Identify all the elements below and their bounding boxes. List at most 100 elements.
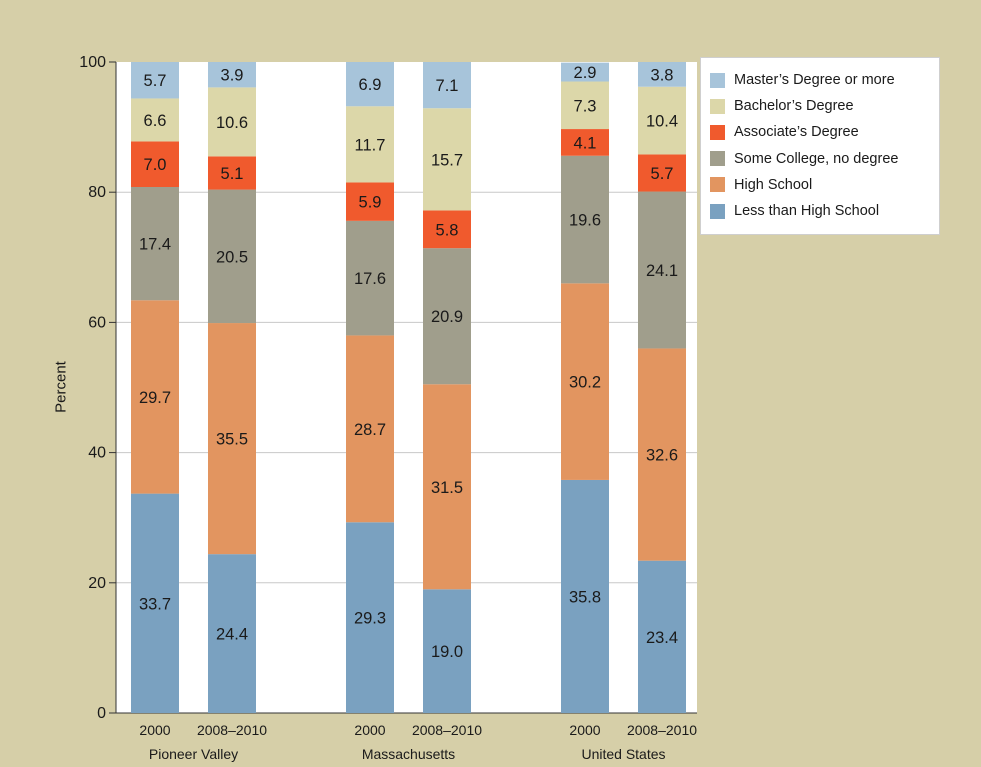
legend-swatch bbox=[710, 177, 725, 193]
bar-segment bbox=[638, 86, 686, 155]
bar-segment bbox=[208, 87, 256, 157]
bar-segment bbox=[131, 98, 179, 142]
bar-segment bbox=[208, 323, 256, 555]
bar-segment bbox=[208, 554, 256, 713]
data-label: 24.4 bbox=[216, 626, 248, 644]
data-label: 5.1 bbox=[221, 165, 244, 183]
data-label: 3.9 bbox=[221, 67, 244, 85]
y-tick-label: 60 bbox=[88, 314, 106, 331]
bar-segment bbox=[208, 189, 256, 324]
legend-label: Bachelor’s Degree bbox=[734, 98, 854, 115]
legend-label: Less than High School bbox=[734, 203, 880, 220]
bar-segment bbox=[346, 220, 394, 336]
bar-segment bbox=[131, 493, 179, 713]
bar-segment bbox=[131, 300, 179, 494]
data-label: 35.8 bbox=[569, 588, 601, 606]
legend-item: Less than High School bbox=[710, 198, 939, 224]
bar-segment bbox=[638, 62, 686, 87]
data-label: 7.3 bbox=[574, 97, 597, 115]
bar-segment bbox=[561, 155, 609, 284]
bar-segment bbox=[131, 186, 179, 301]
x-tick-label: 2000 bbox=[139, 722, 170, 738]
data-label: 17.4 bbox=[139, 236, 171, 254]
plot-area bbox=[116, 62, 697, 713]
data-label: 19.0 bbox=[431, 643, 463, 661]
data-label: 4.1 bbox=[574, 134, 597, 152]
data-label: 6.9 bbox=[359, 76, 382, 94]
legend-label: Some College, no degree bbox=[734, 150, 899, 167]
bar-segment bbox=[561, 479, 609, 713]
data-label: 28.7 bbox=[354, 421, 386, 439]
legend-item: High School bbox=[710, 172, 939, 198]
data-label: 5.9 bbox=[359, 194, 382, 212]
bar-segment bbox=[423, 248, 471, 385]
x-tick-label: 2008–2010 bbox=[627, 722, 697, 738]
data-label: 10.4 bbox=[646, 113, 678, 131]
y-tick-label: 20 bbox=[88, 575, 106, 592]
group-label: Pioneer Valley bbox=[149, 746, 238, 762]
bar-segment bbox=[638, 154, 686, 192]
data-label: 6.6 bbox=[144, 112, 167, 130]
data-label: 17.6 bbox=[354, 270, 386, 288]
data-label: 30.2 bbox=[569, 374, 601, 392]
x-tick-label: 2000 bbox=[354, 722, 385, 738]
bar-segment bbox=[423, 384, 471, 590]
bar-segment bbox=[131, 141, 179, 187]
data-label: 29.7 bbox=[139, 389, 171, 407]
bar-segment bbox=[208, 62, 256, 88]
bar-segment bbox=[423, 210, 471, 249]
data-label: 5.8 bbox=[436, 221, 459, 239]
data-label: 20.5 bbox=[216, 248, 248, 266]
bar-segment bbox=[346, 182, 394, 221]
data-label: 33.7 bbox=[139, 595, 171, 613]
data-label: 7.0 bbox=[144, 156, 167, 174]
x-tick-label: 2008–2010 bbox=[197, 722, 267, 738]
group-label: Massachusetts bbox=[362, 746, 455, 762]
legend-swatch bbox=[710, 72, 725, 88]
data-label: 20.9 bbox=[431, 308, 463, 326]
data-label: 23.4 bbox=[646, 629, 678, 647]
bar-segment bbox=[131, 62, 179, 99]
bar-segment bbox=[561, 129, 609, 156]
data-label: 5.7 bbox=[651, 165, 674, 183]
data-label: 2.9 bbox=[574, 64, 597, 82]
bar-segment bbox=[638, 348, 686, 561]
bar-segment bbox=[346, 62, 394, 107]
data-label: 11.7 bbox=[355, 136, 386, 154]
bar-segment bbox=[423, 108, 471, 211]
y-tick-label: 100 bbox=[79, 54, 106, 71]
y-tick-label: 80 bbox=[88, 184, 106, 201]
legend-swatch bbox=[710, 151, 725, 167]
data-label: 3.8 bbox=[651, 66, 674, 84]
data-label: 5.7 bbox=[144, 72, 167, 90]
data-label: 15.7 bbox=[431, 151, 463, 169]
bar-segment bbox=[561, 81, 609, 130]
data-label: 19.6 bbox=[569, 212, 601, 230]
data-label: 31.5 bbox=[431, 479, 463, 497]
legend-label: High School bbox=[734, 176, 813, 193]
legend-swatch bbox=[710, 124, 725, 140]
data-label: 29.3 bbox=[354, 610, 386, 628]
data-label: 32.6 bbox=[646, 447, 678, 465]
y-axis-label: Percent bbox=[52, 361, 70, 413]
y-tick-label: 40 bbox=[88, 445, 106, 462]
legend-item: Master’s Degree or more bbox=[710, 67, 939, 93]
legend-item: Associate’s Degree bbox=[710, 119, 939, 145]
data-label: 7.1 bbox=[436, 77, 459, 95]
data-label: 24.1 bbox=[646, 262, 678, 280]
bar-segment bbox=[346, 335, 394, 523]
bar-segment bbox=[638, 560, 686, 713]
bar-segment bbox=[208, 156, 256, 190]
legend: Master’s Degree or more Bachelor’s Degree… bbox=[700, 57, 940, 235]
bar-segment bbox=[638, 191, 686, 349]
bar-segment bbox=[423, 62, 471, 109]
legend-swatch bbox=[710, 203, 725, 219]
bar-segment bbox=[423, 589, 471, 713]
legend-item: Bachelor’s Degree bbox=[710, 93, 939, 119]
bar-segment bbox=[561, 283, 609, 480]
legend-label: Master’s Degree or more bbox=[734, 72, 895, 89]
y-tick-label: 0 bbox=[97, 705, 106, 722]
legend-item: Some College, no degree bbox=[710, 146, 939, 172]
